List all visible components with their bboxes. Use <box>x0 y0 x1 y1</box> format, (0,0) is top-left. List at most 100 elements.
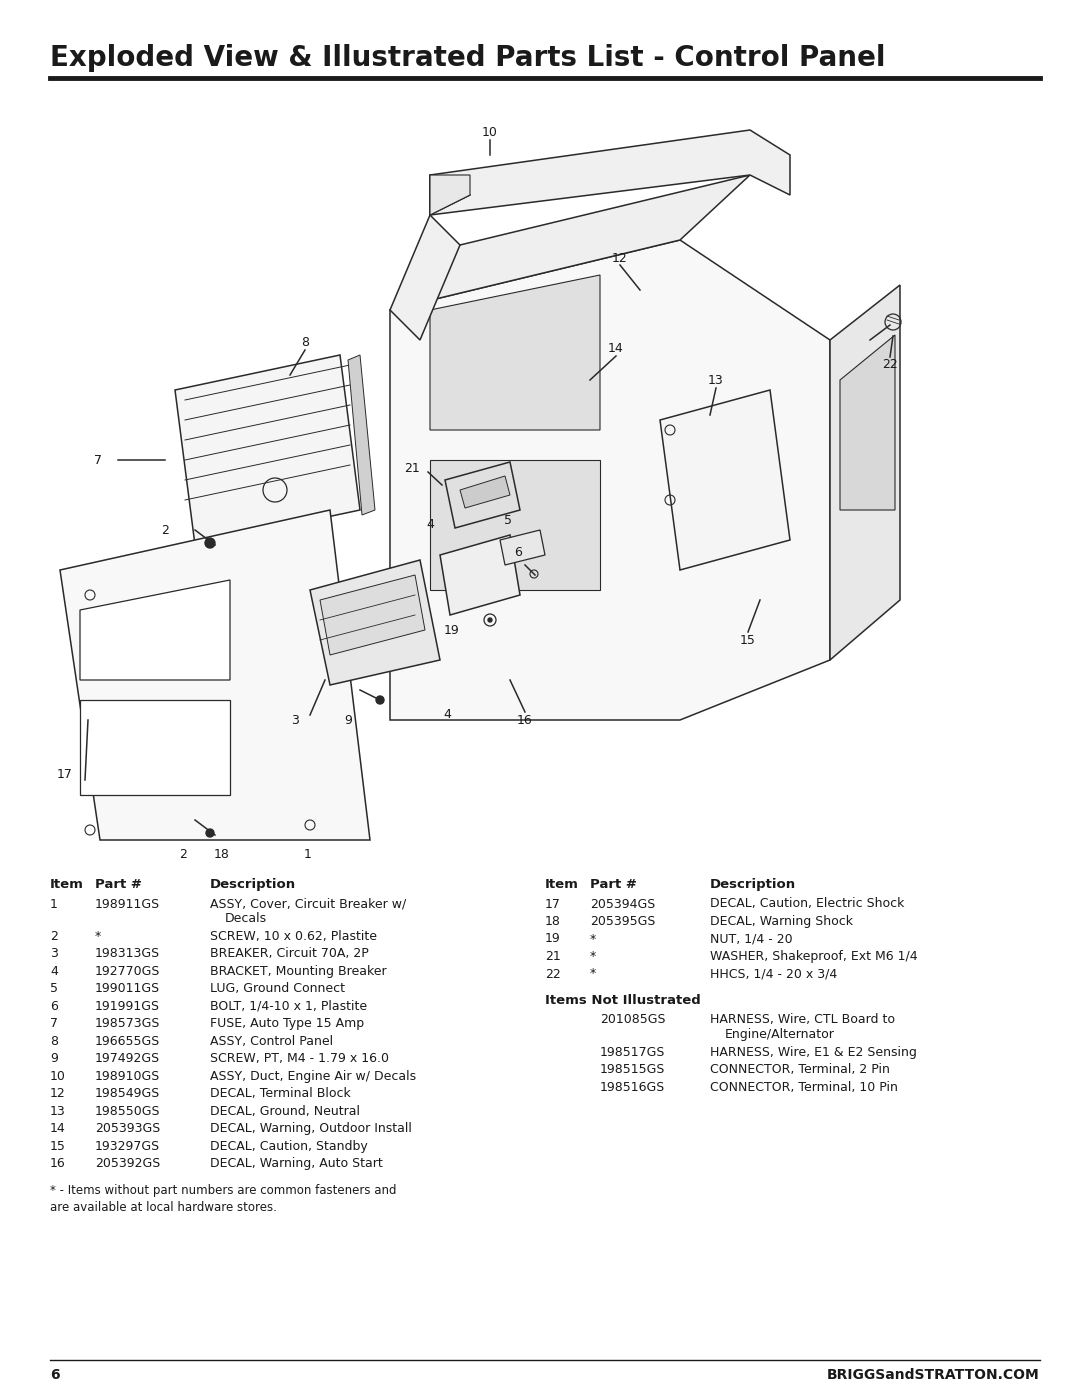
Circle shape <box>206 828 214 837</box>
Polygon shape <box>430 460 600 590</box>
Text: 205394GS: 205394GS <box>590 897 656 911</box>
Text: 199011GS: 199011GS <box>95 982 160 996</box>
Text: 205395GS: 205395GS <box>590 915 656 928</box>
Circle shape <box>376 696 384 704</box>
Polygon shape <box>430 275 600 430</box>
Text: BRIGGSandSTRATTON.COM: BRIGGSandSTRATTON.COM <box>827 1368 1040 1382</box>
Text: * - Items without part numbers are common fasteners and: * - Items without part numbers are commo… <box>50 1183 396 1197</box>
Text: 198515GS: 198515GS <box>600 1063 665 1076</box>
Polygon shape <box>320 576 426 655</box>
Text: 3: 3 <box>292 714 299 726</box>
Polygon shape <box>831 285 900 659</box>
Text: 205392GS: 205392GS <box>95 1157 160 1171</box>
Circle shape <box>488 617 492 622</box>
Text: Description: Description <box>710 877 796 891</box>
Text: SCREW, PT, M4 - 1.79 x 16.0: SCREW, PT, M4 - 1.79 x 16.0 <box>210 1052 389 1066</box>
Text: 15: 15 <box>50 1140 66 1153</box>
Text: FUSE, Auto Type 15 Amp: FUSE, Auto Type 15 Amp <box>210 1017 364 1031</box>
Text: BRACKET, Mounting Breaker: BRACKET, Mounting Breaker <box>210 965 387 978</box>
Text: 22: 22 <box>545 968 561 981</box>
Text: Item: Item <box>545 877 579 891</box>
Circle shape <box>205 538 215 548</box>
Polygon shape <box>175 355 360 545</box>
Text: 15: 15 <box>740 633 756 647</box>
Text: 198911GS: 198911GS <box>95 897 160 911</box>
Text: CONNECTOR, Terminal, 2 Pin: CONNECTOR, Terminal, 2 Pin <box>710 1063 890 1076</box>
Text: SCREW, 10 x 0.62, Plastite: SCREW, 10 x 0.62, Plastite <box>210 930 377 943</box>
Polygon shape <box>840 335 895 510</box>
Text: 2: 2 <box>179 848 187 862</box>
Text: ASSY, Cover, Circuit Breaker w/: ASSY, Cover, Circuit Breaker w/ <box>210 897 406 911</box>
Text: DECAL, Terminal Block: DECAL, Terminal Block <box>210 1087 351 1101</box>
Text: 14: 14 <box>50 1122 66 1136</box>
Text: 12: 12 <box>50 1087 66 1101</box>
Text: Decals: Decals <box>225 912 267 925</box>
Text: 198313GS: 198313GS <box>95 947 160 960</box>
Text: 1: 1 <box>50 897 58 911</box>
Text: 18: 18 <box>545 915 561 928</box>
Text: DECAL, Caution, Standby: DECAL, Caution, Standby <box>210 1140 368 1153</box>
Text: 14: 14 <box>608 341 624 355</box>
Text: HARNESS, Wire, E1 & E2 Sensing: HARNESS, Wire, E1 & E2 Sensing <box>710 1045 917 1059</box>
Text: 1: 1 <box>305 848 312 862</box>
Polygon shape <box>660 390 789 570</box>
Text: 198573GS: 198573GS <box>95 1017 160 1031</box>
Text: *: * <box>590 950 596 963</box>
Text: are available at local hardware stores.: are available at local hardware stores. <box>50 1201 276 1214</box>
Text: WASHER, Shakeproof, Ext M6 1/4: WASHER, Shakeproof, Ext M6 1/4 <box>710 950 918 963</box>
Text: Item: Item <box>50 877 84 891</box>
Text: 19: 19 <box>545 933 561 946</box>
Text: 6: 6 <box>50 1368 59 1382</box>
Text: 6: 6 <box>514 545 522 559</box>
Text: 198550GS: 198550GS <box>95 1105 161 1118</box>
Text: 16: 16 <box>50 1157 66 1171</box>
Text: 192770GS: 192770GS <box>95 965 160 978</box>
Text: 22: 22 <box>882 359 897 372</box>
Text: *: * <box>590 968 596 981</box>
Text: DECAL, Warning, Outdoor Install: DECAL, Warning, Outdoor Install <box>210 1122 411 1136</box>
Polygon shape <box>460 476 510 509</box>
Text: 205393GS: 205393GS <box>95 1122 160 1136</box>
Text: Exploded View & Illustrated Parts List - Control Panel: Exploded View & Illustrated Parts List -… <box>50 43 886 73</box>
Text: 7: 7 <box>50 1017 58 1031</box>
Text: 9: 9 <box>50 1052 58 1066</box>
Text: 7: 7 <box>94 454 102 467</box>
Text: 193297GS: 193297GS <box>95 1140 160 1153</box>
Polygon shape <box>310 560 440 685</box>
Text: HHCS, 1/4 - 20 x 3/4: HHCS, 1/4 - 20 x 3/4 <box>710 968 837 981</box>
Text: 198910GS: 198910GS <box>95 1070 160 1083</box>
Text: DECAL, Ground, Neutral: DECAL, Ground, Neutral <box>210 1105 360 1118</box>
Text: Part #: Part # <box>590 877 637 891</box>
Text: DECAL, Caution, Electric Shock: DECAL, Caution, Electric Shock <box>710 897 904 911</box>
Text: 10: 10 <box>482 126 498 138</box>
Polygon shape <box>390 240 831 719</box>
Text: 2: 2 <box>161 524 168 536</box>
Text: Description: Description <box>210 877 296 891</box>
Text: 6: 6 <box>50 1000 58 1013</box>
Text: 191991GS: 191991GS <box>95 1000 160 1013</box>
Polygon shape <box>80 580 230 680</box>
Text: DECAL, Warning Shock: DECAL, Warning Shock <box>710 915 853 928</box>
Text: 17: 17 <box>545 897 561 911</box>
Text: 4: 4 <box>443 708 451 721</box>
Polygon shape <box>80 700 230 795</box>
Text: 8: 8 <box>301 335 309 348</box>
Text: ASSY, Control Panel: ASSY, Control Panel <box>210 1035 333 1048</box>
Text: 16: 16 <box>517 714 532 726</box>
Text: 17: 17 <box>57 768 73 781</box>
Text: CONNECTOR, Terminal, 10 Pin: CONNECTOR, Terminal, 10 Pin <box>710 1081 897 1094</box>
Text: 201085GS: 201085GS <box>600 1013 665 1027</box>
Text: 4: 4 <box>50 965 58 978</box>
Text: 5: 5 <box>50 982 58 996</box>
Text: Items Not Illustrated: Items Not Illustrated <box>545 993 701 1007</box>
Text: BREAKER, Circuit 70A, 2P: BREAKER, Circuit 70A, 2P <box>210 947 368 960</box>
Text: 8: 8 <box>50 1035 58 1048</box>
Text: 196655GS: 196655GS <box>95 1035 160 1048</box>
Text: Engine/Alternator: Engine/Alternator <box>725 1028 835 1041</box>
Text: 198517GS: 198517GS <box>600 1045 665 1059</box>
Text: 13: 13 <box>50 1105 66 1118</box>
Text: 12: 12 <box>612 251 627 264</box>
Text: 9: 9 <box>345 714 352 726</box>
Text: 5: 5 <box>504 514 512 527</box>
Text: 21: 21 <box>545 950 561 963</box>
